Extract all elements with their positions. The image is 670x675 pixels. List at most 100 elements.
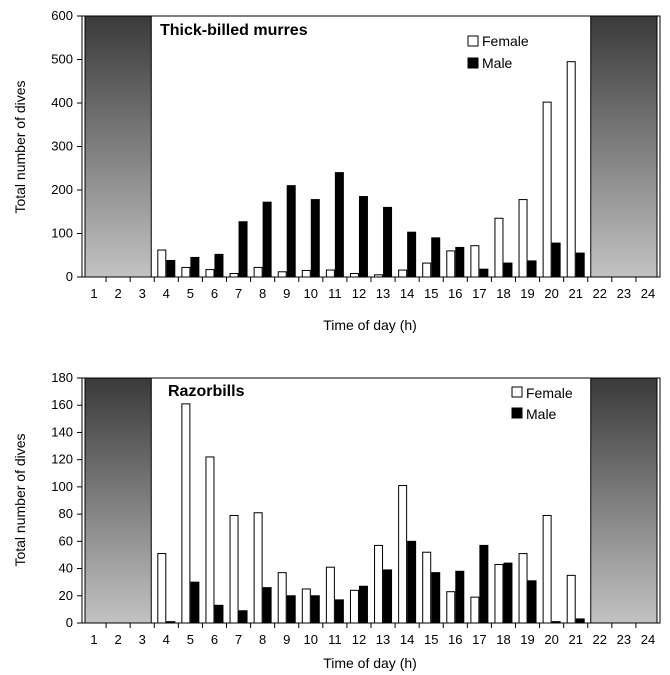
night-shade-block xyxy=(590,15,658,278)
bar-male xyxy=(190,581,200,624)
x-tick-label: 2 xyxy=(115,286,122,301)
x-tick-label: 17 xyxy=(472,286,486,301)
bar-female xyxy=(181,266,191,278)
bar-male xyxy=(286,185,296,278)
bar-female xyxy=(157,553,167,624)
bar-male xyxy=(358,196,368,278)
bar-male xyxy=(166,259,176,278)
x-tick-label: 3 xyxy=(139,632,146,647)
y-tick-label: 600 xyxy=(51,8,73,23)
bar-female xyxy=(374,274,384,278)
bar-female xyxy=(229,514,239,624)
bar-female xyxy=(253,266,263,278)
x-tick-label: 5 xyxy=(187,286,194,301)
x-tick-label: 12 xyxy=(352,286,366,301)
night-shade-block xyxy=(84,377,152,624)
x-axis-label: Time of day (h) xyxy=(323,317,417,333)
bar-male xyxy=(383,569,393,624)
chart-title: Razorbills xyxy=(168,383,245,400)
x-tick-label: 20 xyxy=(544,286,558,301)
bar-male xyxy=(310,595,320,624)
y-axis-label: Total number of dives xyxy=(12,80,28,213)
x-tick-label: 12 xyxy=(352,632,366,647)
x-tick-label: 10 xyxy=(304,286,318,301)
bar-male xyxy=(334,599,344,624)
x-tick-label: 24 xyxy=(641,286,655,301)
x-tick-label: 6 xyxy=(211,286,218,301)
x-tick-label: 22 xyxy=(593,286,607,301)
legend: Female Male xyxy=(467,33,529,71)
bar-male xyxy=(407,540,417,624)
legend-label-female: Female xyxy=(526,385,573,401)
chart-panel-murres: Thick-billed murres Time of day (h) Tota… xyxy=(12,8,661,333)
x-tick-label: 4 xyxy=(163,286,170,301)
legend-label-male: Male xyxy=(526,406,557,422)
x-tick-label: 21 xyxy=(568,286,582,301)
bar-female xyxy=(566,61,576,278)
x-tick-label: 3 xyxy=(139,286,146,301)
bar-male xyxy=(286,595,296,624)
x-tick-label: 2 xyxy=(115,632,122,647)
y-tick-label: 160 xyxy=(51,397,73,412)
bar-female xyxy=(374,544,384,624)
x-tick-label: 22 xyxy=(593,632,607,647)
bar-male xyxy=(527,260,537,278)
legend-swatch-female xyxy=(511,386,523,398)
bar-male xyxy=(383,206,393,278)
bar-female xyxy=(470,596,480,624)
x-tick-label: 19 xyxy=(520,286,534,301)
bar-female xyxy=(566,574,576,624)
x-tick-label: 4 xyxy=(163,632,170,647)
bar-male xyxy=(190,256,200,278)
bar-female xyxy=(349,589,359,624)
x-tick-label: 8 xyxy=(259,632,266,647)
x-tick-label: 13 xyxy=(376,286,390,301)
bar-male xyxy=(214,253,224,278)
bar-female xyxy=(349,273,359,278)
y-tick-label: 40 xyxy=(59,561,73,576)
bar-male xyxy=(407,231,417,278)
x-tick-label: 13 xyxy=(376,632,390,647)
x-tick-label: 24 xyxy=(641,632,655,647)
bar-male xyxy=(455,246,465,278)
bar-male xyxy=(479,268,489,278)
bar-female xyxy=(470,245,480,278)
bar-female xyxy=(422,551,432,624)
x-tick-label: 14 xyxy=(400,286,414,301)
bar-female xyxy=(325,566,335,624)
night-shading xyxy=(84,377,658,624)
y-tick-label: 100 xyxy=(51,479,73,494)
bar-female xyxy=(301,269,311,278)
bar-female xyxy=(518,553,528,624)
bar-male xyxy=(479,544,489,624)
bar-female xyxy=(181,403,191,624)
bar-female xyxy=(446,591,456,624)
x-tick-label: 16 xyxy=(448,632,462,647)
bar-male xyxy=(166,621,176,624)
y-tick-label: 180 xyxy=(51,370,73,385)
bar-female xyxy=(277,271,287,278)
bar-male xyxy=(575,618,585,624)
x-tick-label: 11 xyxy=(328,632,342,647)
bar-male xyxy=(503,262,513,278)
bar-female xyxy=(542,101,552,278)
x-tick-label: 8 xyxy=(259,286,266,301)
x-tick-label: 21 xyxy=(568,632,582,647)
bar-male xyxy=(262,201,272,278)
bar-female xyxy=(205,456,215,624)
x-tick-label: 9 xyxy=(283,286,290,301)
x-tick-label: 10 xyxy=(304,632,318,647)
bar-male xyxy=(551,242,561,278)
y-tick-label: 0 xyxy=(66,269,73,284)
bar-female xyxy=(301,588,311,624)
bar-female xyxy=(446,250,456,278)
x-tick-label: 11 xyxy=(328,286,342,301)
y-tick-label: 200 xyxy=(51,182,73,197)
bar-male xyxy=(575,252,585,278)
chart-title: Thick-billed murres xyxy=(160,22,308,39)
x-tick-label: 15 xyxy=(424,286,438,301)
bar-male xyxy=(238,221,248,278)
y-tick-label: 0 xyxy=(66,615,73,630)
bar-female xyxy=(157,249,167,278)
bar-female xyxy=(325,269,335,278)
